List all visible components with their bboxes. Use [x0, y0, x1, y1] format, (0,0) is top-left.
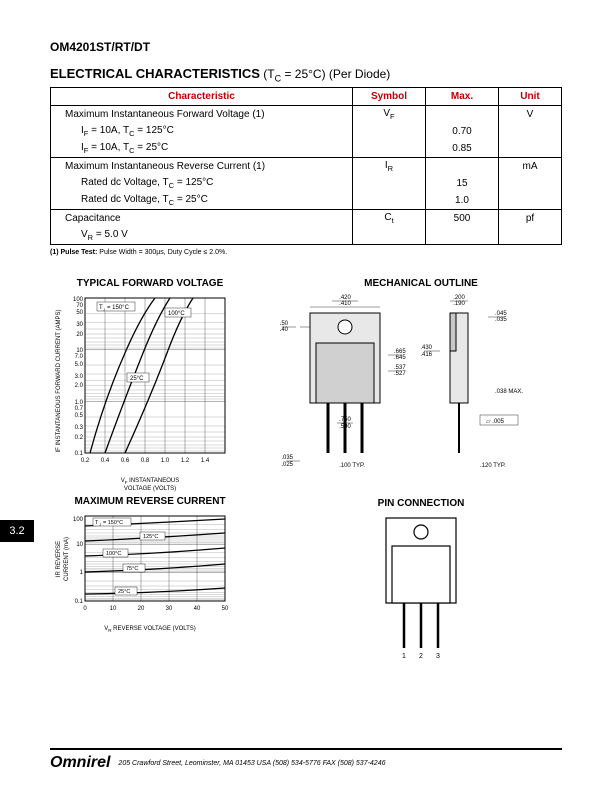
svg-text:3: 3	[436, 653, 440, 660]
svg-text:1.0: 1.0	[75, 400, 84, 406]
svg-text:1: 1	[402, 653, 406, 660]
svg-text:.416: .416	[420, 352, 432, 358]
chart1-xlabel: VF INSTANTANEOUSVOLTAGE (VOLTS)	[50, 478, 250, 491]
svg-text:.100 TYP.: .100 TYP.	[339, 463, 365, 469]
svg-text:125°C: 125°C	[143, 534, 158, 540]
svg-text:IF INSTANTANEOUS FORWARD CURRE: IF INSTANTANEOUS FORWARD CURRENT (AMPS)	[56, 310, 62, 453]
mechanical-drawing: .420.410 .150.140 .665.645 .537.527 .750…	[280, 293, 560, 483]
svg-text:= 150°C: = 150°C	[103, 520, 123, 526]
svg-text:.035: .035	[281, 455, 293, 461]
th-symbol: Symbol	[353, 88, 426, 106]
part-number: OM4201ST/RT/DT	[50, 40, 562, 54]
svg-text:10: 10	[76, 542, 83, 548]
svg-text:40: 40	[194, 606, 201, 612]
footer-address: 205 Crawford Street, Leominster, MA 0145…	[118, 760, 385, 767]
chart1-title: TYPICAL FORWARD VOLTAGE	[50, 278, 250, 289]
svg-text:0.2: 0.2	[81, 458, 90, 464]
svg-text:0.8: 0.8	[141, 458, 150, 464]
svg-text:100°C: 100°C	[106, 551, 121, 557]
svg-text:⏥ .005: ⏥ .005	[486, 419, 505, 425]
svg-text:100°C: 100°C	[168, 311, 185, 317]
chart2-xlabel: VR REVERSE VOLTAGE (VOLTS)	[50, 626, 250, 633]
svg-text:10: 10	[110, 606, 117, 612]
th-unit: Unit	[499, 88, 562, 106]
spec-table: Characteristic Symbol Max. Unit Maximum …	[50, 87, 562, 245]
svg-text:70: 70	[76, 303, 83, 309]
svg-text:7.0: 7.0	[75, 354, 84, 360]
svg-text:30: 30	[166, 606, 173, 612]
mech-title: MECHANICAL OUTLINE	[280, 278, 562, 289]
svg-text:1.0: 1.0	[161, 458, 170, 464]
svg-text:100: 100	[73, 517, 84, 523]
svg-text:CURRENT (mA): CURRENT (mA)	[64, 537, 70, 581]
svg-text:0.1: 0.1	[75, 451, 84, 457]
svg-text:1.2: 1.2	[181, 458, 190, 464]
svg-text:.430: .430	[420, 345, 432, 351]
section-title-main: ELECTRICAL CHARACTERISTICS	[50, 66, 260, 81]
svg-text:100: 100	[73, 297, 84, 303]
svg-text:.645: .645	[394, 355, 406, 361]
section-title: ELECTRICAL CHARACTERISTICS (TC = 25°C) (…	[50, 66, 562, 83]
svg-text:.025: .025	[281, 462, 293, 468]
svg-text:25°C: 25°C	[118, 589, 130, 595]
svg-text:2.0: 2.0	[75, 383, 84, 389]
footnote: (1) Pulse Test: Pulse Width = 300µs, Dut…	[50, 249, 562, 256]
svg-text:2: 2	[419, 653, 423, 660]
svg-text:30: 30	[76, 322, 83, 328]
svg-text:.500: .500	[339, 424, 351, 430]
svg-text:.038 MAX.: .038 MAX.	[495, 389, 523, 395]
th-characteristic: Characteristic	[51, 88, 353, 106]
footer: Omnirel 205 Crawford Street, Leominster,…	[50, 748, 562, 772]
chart2-title: MAXIMUM REVERSE CURRENT	[50, 496, 250, 507]
svg-text:0.3: 0.3	[75, 425, 84, 431]
svg-text:.410: .410	[339, 301, 351, 307]
svg-text:J: J	[99, 522, 101, 527]
svg-text:20: 20	[76, 332, 83, 338]
svg-text:.527: .527	[394, 371, 406, 377]
svg-text:50: 50	[222, 606, 229, 612]
svg-text:50: 50	[76, 310, 83, 316]
svg-text:0.5: 0.5	[75, 413, 84, 419]
svg-text:1.4: 1.4	[201, 458, 210, 464]
svg-text:75°C: 75°C	[126, 566, 138, 572]
svg-text:IR REVERSE: IR REVERSE	[56, 540, 62, 576]
svg-text:5.0: 5.0	[75, 362, 84, 368]
chart2: TJ = 150°C 125°C 100°C 75°C 25°C 0.11101…	[50, 511, 250, 633]
svg-text:0.7: 0.7	[75, 406, 84, 412]
svg-text:25°C: 25°C	[130, 376, 144, 382]
svg-text:0.6: 0.6	[121, 458, 130, 464]
pin-drawing: 1 2 3	[356, 513, 486, 663]
svg-text:20: 20	[138, 606, 145, 612]
svg-text:0.1: 0.1	[75, 599, 84, 605]
footer-logo: Omnirel	[50, 754, 110, 772]
svg-text:1: 1	[80, 570, 84, 576]
svg-text:10: 10	[76, 348, 83, 354]
chart1: TJ = 150°C 100°C 25°C 0.10.20.3 0.50.71.…	[50, 293, 250, 491]
svg-text:.035: .035	[495, 317, 507, 323]
svg-text:0.4: 0.4	[101, 458, 110, 464]
svg-text:J: J	[103, 307, 105, 312]
svg-text:0.2: 0.2	[75, 435, 84, 441]
section-title-cond: (TC = 25°C) (Per Diode)	[260, 67, 390, 81]
svg-text:3.0: 3.0	[75, 374, 84, 380]
th-max: Max.	[426, 88, 499, 106]
pin-title: PIN CONNECTION	[280, 498, 562, 509]
svg-text:= 150°C: = 150°C	[107, 305, 130, 311]
svg-text:.120 TYP.: .120 TYP.	[480, 463, 506, 469]
svg-text:.750: .750	[339, 417, 351, 423]
svg-text:0: 0	[83, 606, 87, 612]
svg-text:.190: .190	[453, 301, 465, 307]
svg-text:.140: .140	[280, 327, 289, 333]
